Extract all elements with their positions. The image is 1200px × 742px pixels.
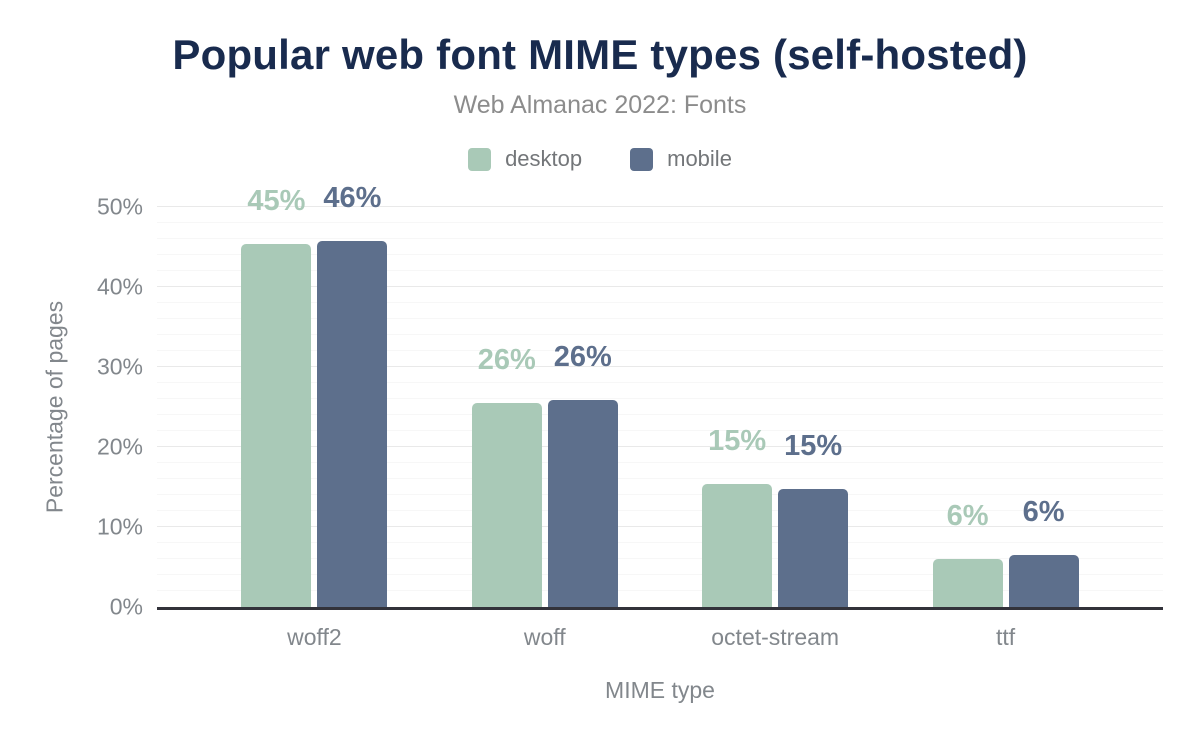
minor-gridline bbox=[157, 238, 1163, 239]
y-tick-label: 0% bbox=[109, 593, 143, 620]
bar-mobile-ttf[interactable]: 6% bbox=[1008, 498, 1079, 607]
y-axis-title: Percentage of pages bbox=[41, 300, 68, 514]
legend-item-mobile[interactable]: mobile bbox=[630, 146, 732, 172]
minor-gridline bbox=[157, 574, 1163, 575]
legend: desktop mobile bbox=[0, 146, 1200, 172]
minor-gridline bbox=[157, 318, 1163, 319]
x-tick-label-octet-stream: octet-stream bbox=[711, 624, 840, 650]
bar-group-woff2: 45% 46% woff2 bbox=[241, 184, 388, 650]
y-tick-label: 10% bbox=[96, 513, 143, 540]
y-tick-label: 30% bbox=[96, 353, 143, 380]
bar-desktop-woff[interactable]: 26% bbox=[471, 346, 542, 607]
minor-gridline bbox=[157, 414, 1163, 415]
x-tick-label-woff: woff bbox=[523, 624, 566, 650]
minor-gridline bbox=[157, 334, 1163, 335]
minor-gridline bbox=[157, 254, 1163, 255]
y-tick-label: 20% bbox=[96, 433, 143, 460]
chart-title: Popular web font MIME types (self-hosted… bbox=[172, 31, 1028, 78]
minor-gridline bbox=[157, 430, 1163, 431]
minor-gridline bbox=[157, 222, 1163, 223]
chart-subtitle: Web Almanac 2022: Fonts bbox=[453, 91, 747, 120]
bar-group-ttf: 6% 6% ttf bbox=[932, 498, 1079, 650]
bar-desktop-woff2[interactable]: 45% bbox=[241, 186, 312, 607]
bar-value-label-desktop-ttf: 6% bbox=[946, 500, 989, 532]
major-gridline bbox=[157, 366, 1163, 367]
bar-mobile-octet-stream[interactable]: 15% bbox=[778, 432, 849, 607]
major-gridline bbox=[157, 446, 1163, 447]
minor-gridline bbox=[157, 590, 1163, 591]
minor-gridline bbox=[157, 510, 1163, 511]
bar-group-woff: 26% 26% woff bbox=[471, 342, 618, 650]
bar-mobile-woff2[interactable]: 46% bbox=[317, 184, 388, 607]
minor-gridline bbox=[157, 494, 1163, 495]
legend-swatch bbox=[468, 147, 492, 171]
bar-value-label-desktop-octet-stream: 15% bbox=[708, 424, 767, 457]
minor-gridline bbox=[157, 382, 1163, 383]
minor-gridline bbox=[157, 478, 1163, 479]
minor-gridline bbox=[157, 542, 1163, 543]
minor-gridline bbox=[157, 398, 1163, 399]
major-gridline bbox=[157, 286, 1163, 287]
bar-desktop-ttf[interactable]: 6% bbox=[932, 502, 1003, 607]
minor-gridline bbox=[157, 462, 1163, 463]
minor-gridline bbox=[157, 302, 1163, 303]
bar-value-label-mobile-woff: 26% bbox=[553, 340, 612, 373]
bar-value-label-desktop-woff: 26% bbox=[477, 344, 536, 376]
major-gridline bbox=[157, 526, 1163, 527]
bar-value-label-mobile-ttf: 6% bbox=[1022, 496, 1065, 528]
bar-value-label-desktop-woff2: 45% bbox=[247, 184, 306, 217]
y-tick-label: 40% bbox=[96, 273, 143, 300]
minor-gridline bbox=[157, 558, 1163, 559]
minor-gridline bbox=[157, 270, 1163, 271]
x-tick-label-ttf: ttf bbox=[995, 624, 1016, 650]
plot-area: Percentage of pages MIME type 0% 10% 20% 30… bbox=[42, 184, 1163, 703]
legend-label-desktop: desktop bbox=[505, 146, 583, 172]
y-tick-label: 50% bbox=[96, 193, 143, 220]
bar-groups: 45% 46% woff2 26% 26% woff 15% 15% octet-stream 6… bbox=[157, 184, 1163, 650]
legend-item-desktop[interactable]: desktop bbox=[468, 146, 582, 172]
minor-gridline bbox=[157, 350, 1163, 351]
bar-value-label-mobile-octet-stream: 15% bbox=[784, 430, 843, 463]
legend-label-mobile: mobile bbox=[667, 146, 732, 172]
bar-mobile-woff[interactable]: 26% bbox=[547, 342, 618, 607]
bar-value-label-mobile-woff2: 46% bbox=[323, 182, 382, 215]
x-axis-title: MIME type bbox=[605, 677, 715, 703]
bar-group-octet-stream: 15% 15% octet-stream bbox=[702, 426, 849, 650]
x-tick-label-woff2: woff2 bbox=[287, 624, 342, 650]
major-gridline bbox=[157, 206, 1163, 207]
legend-swatch bbox=[630, 147, 654, 171]
bar-desktop-octet-stream[interactable]: 15% bbox=[702, 426, 773, 607]
